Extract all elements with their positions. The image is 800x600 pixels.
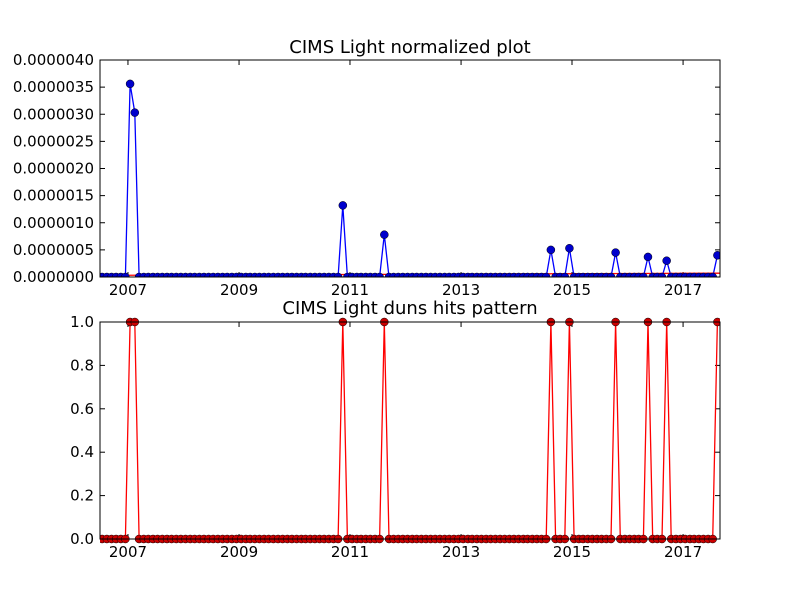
- top-y-tick-label: 0.0000010: [13, 214, 94, 232]
- top-series-line: [102, 83, 719, 277]
- bottom-y-tick-label: 0.4: [70, 443, 94, 461]
- top-series-point: [643, 252, 653, 262]
- top-series-point: [611, 248, 620, 257]
- top-y-tick-label: 0.0000035: [13, 78, 94, 96]
- top-series-point: [657, 272, 667, 277]
- top-y-tick-label: 0.0000015: [13, 187, 94, 205]
- bottom-series-line: [102, 321, 719, 540]
- bottom-chart: 2007 2009 2011 2013 2015 2017 0.0 0.2 0.4 0.6 0.8 1…: [70, 313, 721, 561]
- top-x-tick-label: 2013: [442, 281, 480, 299]
- top-series-point: [606, 272, 616, 277]
- top-y-tick-label: 0.0000030: [13, 105, 94, 123]
- top-series-point: [130, 108, 140, 117]
- top-plot-frame: [99, 59, 721, 278]
- top-x-tick-label: 2017: [664, 281, 702, 299]
- bottom-x-tick-label: 2011: [331, 543, 369, 561]
- top-y-tick-label: 0.0000025: [13, 132, 94, 150]
- bottom-series-group: [100, 317, 720, 544]
- top-y-tick-label: 0.0000020: [13, 160, 94, 178]
- bottom-x-tick-label: 2007: [109, 543, 147, 561]
- bottom-x-tick-label: 2015: [553, 543, 591, 561]
- top-series-point: [541, 272, 551, 277]
- top-series-point: [708, 272, 717, 277]
- bottom-x-tick-label: 2013: [442, 543, 480, 561]
- top-series-point: [662, 256, 671, 265]
- top-series-point: [333, 272, 343, 277]
- top-x-tick-label: 2015: [553, 281, 591, 299]
- bottom-y-tick-label: 0.6: [70, 400, 94, 418]
- top-series-point: [121, 272, 130, 277]
- top-series-group: [100, 79, 720, 277]
- top-series-point: [639, 272, 648, 277]
- top-x-tick-label: 2009: [220, 281, 258, 299]
- top-chart: 2007 2009 2011 2013 2015 2017 0.0000000 0.00000…: [13, 51, 721, 299]
- top-x-tick-label: 2011: [331, 281, 369, 299]
- bottom-y-tick-label: 0.2: [70, 487, 94, 505]
- top-x-tick-label: 2007: [109, 281, 147, 299]
- top-series-point: [380, 230, 389, 239]
- bottom-y-tick-label: 1.0: [70, 313, 94, 331]
- top-series-point: [565, 243, 574, 253]
- bottom-x-tick-label: 2009: [220, 543, 258, 561]
- bottom-plot-frame: [99, 321, 721, 540]
- top-series-point: [546, 245, 556, 255]
- top-y-tick-label: 0.0000000: [13, 268, 94, 286]
- top-series-point: [375, 272, 384, 277]
- top-series-point: [560, 272, 570, 277]
- bottom-y-tick-label: 0.0: [70, 530, 94, 548]
- top-series-point: [125, 79, 135, 89]
- bottom-chart-title: CIMS Light duns hits pattern: [282, 298, 537, 319]
- top-y-tick-label: 0.0000005: [13, 241, 94, 259]
- bottom-x-tick-label: 2017: [664, 543, 702, 561]
- top-y-tick-label: 0.0000040: [13, 51, 94, 69]
- top-chart-title: CIMS Light normalized plot: [289, 37, 530, 58]
- top-series-point: [338, 201, 348, 210]
- top-series-point: [713, 251, 720, 260]
- bottom-y-tick-label: 0.8: [70, 356, 94, 374]
